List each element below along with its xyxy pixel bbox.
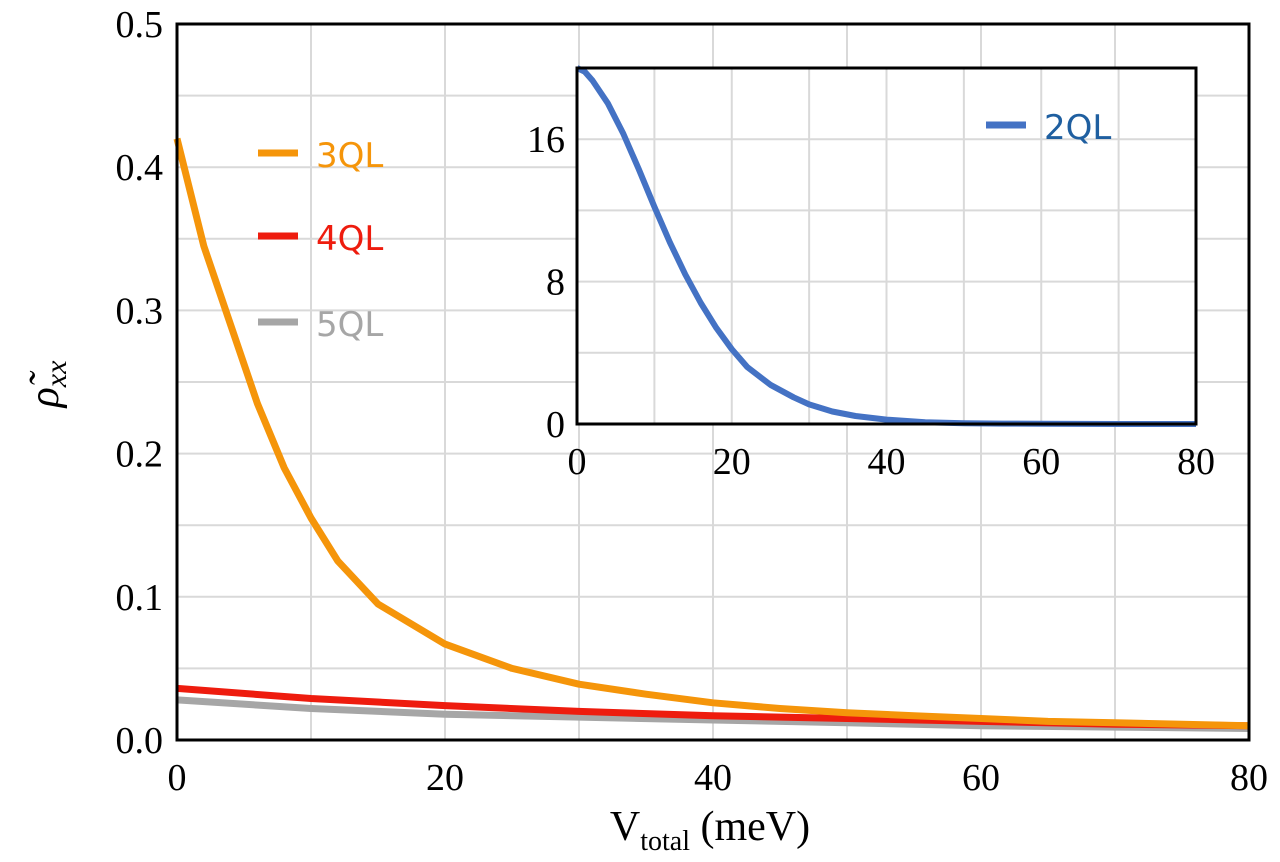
y-axis-title: ρ̃xx: [22, 360, 73, 409]
y-tick-label: 0.4: [116, 147, 164, 189]
y-tick-label: 16: [527, 119, 565, 161]
x-tick-label: 60: [962, 757, 1000, 799]
inset-plot-frame: [575, 66, 1198, 426]
x-tick-label: 0: [568, 441, 587, 483]
main-legend: 3QL 4QL 5QL: [258, 136, 383, 345]
inset-plot: 0 20 40 60 80 0 8 16 2QL: [527, 65, 1215, 483]
y-tick-label: 0.1: [116, 577, 164, 619]
x-tick-label: 80: [1230, 757, 1268, 799]
x-tick-label: 40: [868, 441, 906, 483]
x-tick-label: 0: [168, 757, 187, 799]
y-tick-label: 0.3: [116, 290, 164, 332]
x-tick-label: 40: [694, 757, 732, 799]
y-tick-label: 0: [546, 404, 565, 446]
y-tick-label: 0.5: [116, 4, 164, 46]
y-tick-label: 0.0: [116, 720, 164, 762]
main-series-group: [173, 137, 1250, 732]
main-tick-labels: 0 20 40 60 800.00.10.20.30.40.5: [116, 4, 1269, 799]
legend-label-2QL: 2QL: [1044, 108, 1111, 148]
x-tick-label: 20: [713, 441, 751, 483]
x-tick-label: 20: [426, 757, 464, 799]
inset-legend: 2QL: [986, 108, 1111, 148]
x-axis-title: Vtotal (meV): [610, 804, 810, 857]
main-plot-frame: [175, 22, 1251, 742]
y-tick-label: 0.2: [116, 434, 164, 476]
inset-grid: [577, 68, 1196, 424]
legend-label-4QL: 4QL: [316, 219, 383, 259]
legend-label-5QL: 5QL: [316, 305, 383, 345]
y-tick-label: 8: [546, 262, 565, 304]
x-tick-label: 60: [1022, 441, 1060, 483]
x-tick-label: 80: [1177, 441, 1215, 483]
series-line-3QL: [173, 137, 1250, 730]
legend-label-3QL: 3QL: [316, 136, 383, 176]
inset-tick-labels: 0 20 40 60 80 0 8 16: [527, 119, 1215, 483]
